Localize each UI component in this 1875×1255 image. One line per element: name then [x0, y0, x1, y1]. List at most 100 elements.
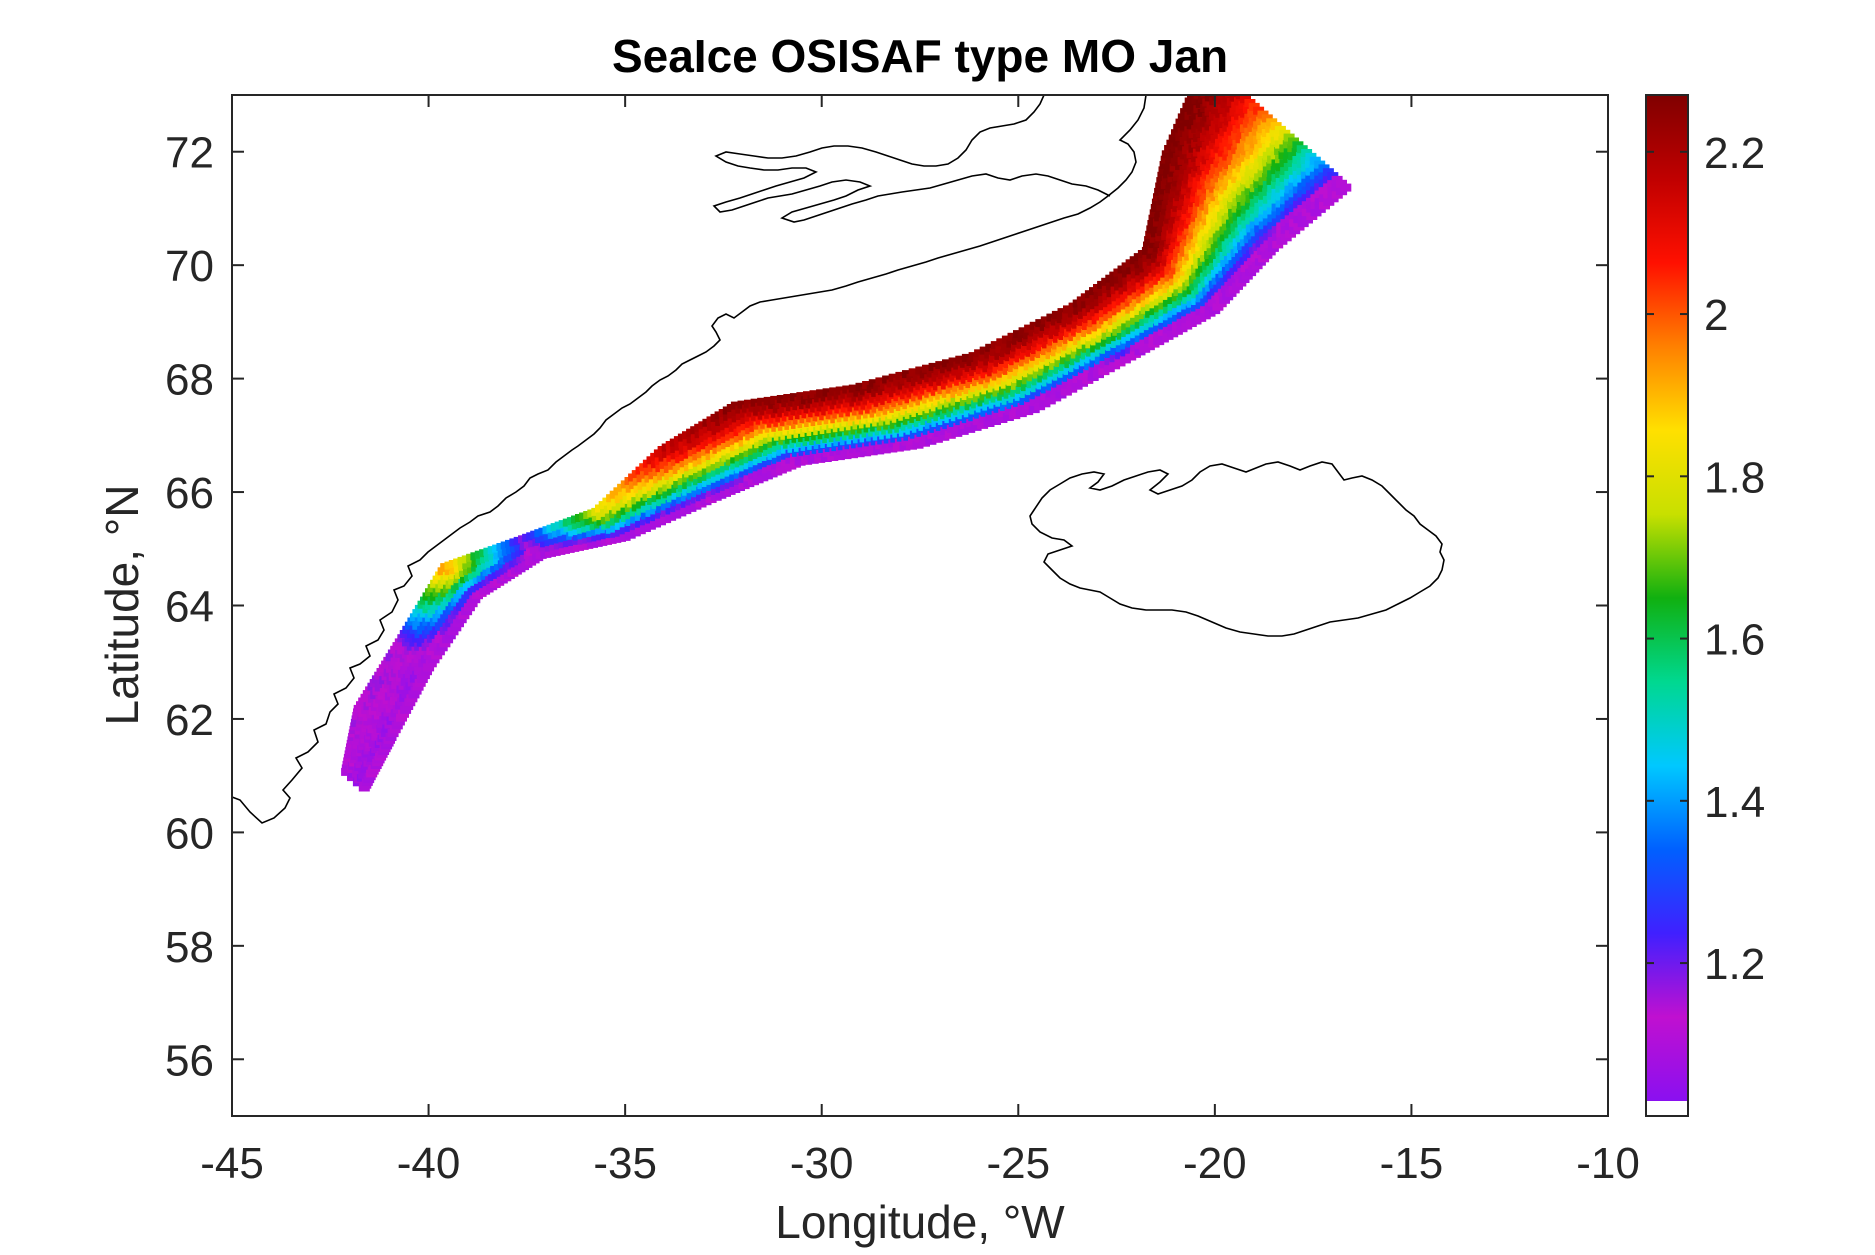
ice-cell — [1124, 298, 1136, 307]
ice-cell — [825, 411, 837, 420]
ice-cell — [888, 439, 900, 448]
ice-cell — [447, 614, 459, 623]
ice-cell — [975, 404, 987, 413]
ice-cell — [747, 440, 759, 449]
y-tick-label: 66 — [165, 469, 214, 518]
ice-cell — [645, 502, 657, 511]
ice-cell — [676, 489, 688, 498]
ice-cell — [422, 592, 434, 601]
ice-cell — [966, 358, 978, 366]
ice-cell — [951, 367, 963, 376]
ice-cell — [671, 484, 683, 493]
ice-cell — [808, 423, 820, 431]
ice-cell — [951, 428, 963, 437]
x-tick-label: -30 — [790, 1139, 854, 1188]
ice-cell — [967, 374, 979, 382]
ice-cell — [961, 353, 973, 362]
ice-cell — [419, 622, 431, 630]
ice-cell — [991, 410, 1003, 419]
ice-cell — [946, 363, 958, 372]
ice-cell — [426, 634, 438, 643]
ice-cell — [471, 563, 483, 572]
ice-cell — [833, 452, 845, 461]
ice-cell — [974, 388, 986, 397]
ice-cell — [661, 476, 673, 485]
ice-cell — [456, 590, 468, 598]
y-tick-label: 70 — [165, 242, 214, 291]
ice-cell — [538, 543, 550, 552]
ice-cell — [995, 398, 1007, 407]
x-tick-label: -20 — [1183, 1139, 1247, 1188]
ice-cell — [422, 630, 433, 639]
ice-cell — [752, 444, 764, 453]
ice-cell — [419, 634, 431, 643]
ice-cell — [1006, 400, 1018, 409]
ice-cell — [724, 462, 736, 471]
ice-cell — [753, 421, 765, 430]
y-tick-label: 56 — [165, 1036, 214, 1085]
ice-cell — [432, 575, 444, 584]
ice-cell — [424, 638, 436, 647]
ice-cell — [425, 588, 436, 597]
ice-cell — [983, 419, 995, 427]
ice-cell — [970, 422, 982, 431]
ice-cell — [448, 576, 460, 585]
ice-cell — [974, 410, 986, 419]
y-tick-label: 58 — [165, 923, 214, 972]
ice-cell — [1009, 411, 1021, 420]
ice-cell — [964, 402, 976, 411]
ice-cell — [969, 406, 981, 415]
ice-cell — [980, 370, 992, 379]
ice-cell — [933, 367, 945, 376]
ice-cell — [719, 458, 731, 467]
ice-cell — [624, 523, 636, 532]
ice-cell — [1096, 320, 1108, 329]
ice-cell — [1115, 337, 1127, 346]
ice-cell — [925, 436, 937, 445]
ice-cell — [928, 362, 940, 371]
ice-cell — [422, 605, 434, 614]
ice-cell — [987, 361, 999, 370]
ice-cell — [997, 392, 1009, 401]
ice-cell — [792, 402, 804, 410]
ice-cell — [427, 609, 439, 618]
ice-cell — [427, 584, 439, 592]
ice-cell — [942, 359, 953, 368]
ice-cell — [418, 646, 430, 655]
ice-cell — [963, 386, 975, 394]
ice-cell — [1148, 272, 1160, 281]
ice-cell — [402, 625, 414, 634]
colorbar-tick-label: 1.4 — [1704, 778, 1765, 827]
ice-cell — [873, 446, 885, 455]
ice-cell — [1003, 390, 1015, 399]
ice-cell — [960, 375, 972, 384]
ice-cell — [440, 614, 452, 623]
colorbar-tick-label: 1.8 — [1704, 453, 1765, 502]
ice-cell — [954, 377, 966, 386]
ice-cell — [964, 363, 976, 372]
ice-cell — [957, 365, 969, 374]
ice-cell — [863, 424, 875, 433]
ice-cell — [437, 567, 449, 576]
ice-cell — [660, 495, 672, 504]
ice-cell — [409, 638, 421, 647]
iceland-coastline — [1029, 461, 1445, 637]
ice-cell — [978, 376, 990, 385]
ice-cell — [996, 338, 1008, 347]
ice-cell — [445, 593, 457, 602]
ice-cell — [1129, 302, 1141, 311]
ice-cell — [1147, 220, 1159, 228]
ice-cell — [986, 390, 997, 399]
ice-cell — [926, 368, 938, 377]
x-tick-label: -10 — [1576, 1139, 1640, 1188]
ice-cell — [450, 623, 462, 632]
ice-cell — [912, 440, 924, 449]
ice-cell — [855, 397, 867, 406]
ice-cell — [412, 609, 424, 618]
ice-cell — [432, 601, 444, 610]
ice-cell — [493, 556, 504, 565]
ice-cell — [931, 373, 943, 382]
ice-cell — [1138, 311, 1150, 320]
ice-cell — [427, 622, 439, 631]
